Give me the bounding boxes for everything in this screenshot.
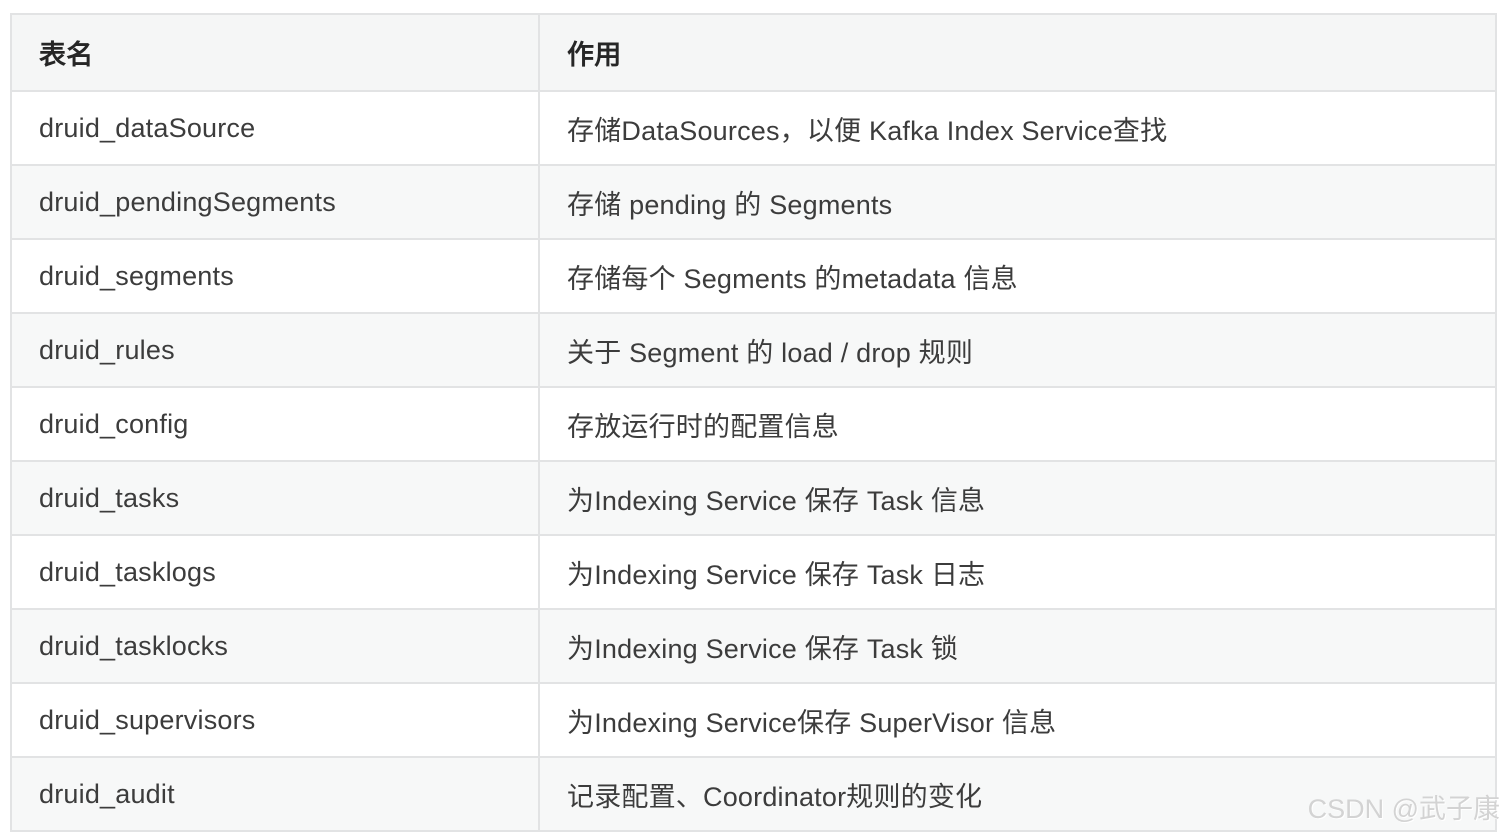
table-purpose-cell: 关于 Segment 的 load / drop 规则 xyxy=(538,312,1497,388)
table-purpose-cell: 存储DataSources，以便 Kafka Index Service查找 xyxy=(538,90,1497,166)
table-row: druid_rules 关于 Segment 的 load / drop 规则 xyxy=(10,312,1497,388)
table-name-cell: druid_segments xyxy=(10,238,540,314)
table-name-cell: druid_pendingSegments xyxy=(10,164,540,240)
table-body: druid_dataSource 存储DataSources，以便 Kafka … xyxy=(10,90,1497,832)
table-row: druid_tasks 为Indexing Service 保存 Task 信息 xyxy=(10,460,1497,536)
column-header-purpose: 作用 xyxy=(538,13,1497,92)
table-row: druid_tasklogs 为Indexing Service 保存 Task… xyxy=(10,534,1497,610)
table-purpose-cell: 为Indexing Service 保存 Task 日志 xyxy=(538,534,1497,610)
druid-metadata-table: 表名 作用 druid_dataSource 存储DataSources，以便 … xyxy=(10,13,1497,832)
table-name-cell: druid_dataSource xyxy=(10,90,540,166)
csdn-watermark: CSDN @武子康 xyxy=(1307,794,1500,824)
table-row: druid_segments 存储每个 Segments 的metadata 信… xyxy=(10,238,1497,314)
table-purpose-cell: 存储 pending 的 Segments xyxy=(538,164,1497,240)
table-purpose-cell: 为Indexing Service 保存 Task 锁 xyxy=(538,608,1497,684)
column-header-table-name: 表名 xyxy=(10,13,540,92)
table-name-cell: druid_config xyxy=(10,386,540,462)
table-name-cell: druid_rules xyxy=(10,312,540,388)
table-name-cell: druid_tasks xyxy=(10,460,540,536)
table-row: druid_pendingSegments 存储 pending 的 Segme… xyxy=(10,164,1497,240)
header-row: 表名 作用 xyxy=(10,13,1497,92)
table-row: druid_supervisors 为Indexing Service保存 Su… xyxy=(10,682,1497,758)
table-purpose-cell: 记录配置、Coordinator规则的变化 xyxy=(538,756,1497,832)
table-purpose-cell: 存储每个 Segments 的metadata 信息 xyxy=(538,238,1497,314)
table-name-cell: druid_tasklogs xyxy=(10,534,540,610)
table-name-cell: druid_supervisors xyxy=(10,682,540,758)
table-name-cell: druid_audit xyxy=(10,756,540,832)
table-purpose-cell: 为Indexing Service 保存 Task 信息 xyxy=(538,460,1497,536)
table-purpose-cell: 为Indexing Service保存 SuperVisor 信息 xyxy=(538,682,1497,758)
table-name-cell: druid_tasklocks xyxy=(10,608,540,684)
table-row: druid_config 存放运行时的配置信息 xyxy=(10,386,1497,462)
table-purpose-cell: 存放运行时的配置信息 xyxy=(538,386,1497,462)
table-row: druid_tasklocks 为Indexing Service 保存 Tas… xyxy=(10,608,1497,684)
table-row: druid_audit 记录配置、Coordinator规则的变化 xyxy=(10,756,1497,832)
table-row: druid_dataSource 存储DataSources，以便 Kafka … xyxy=(10,90,1497,166)
